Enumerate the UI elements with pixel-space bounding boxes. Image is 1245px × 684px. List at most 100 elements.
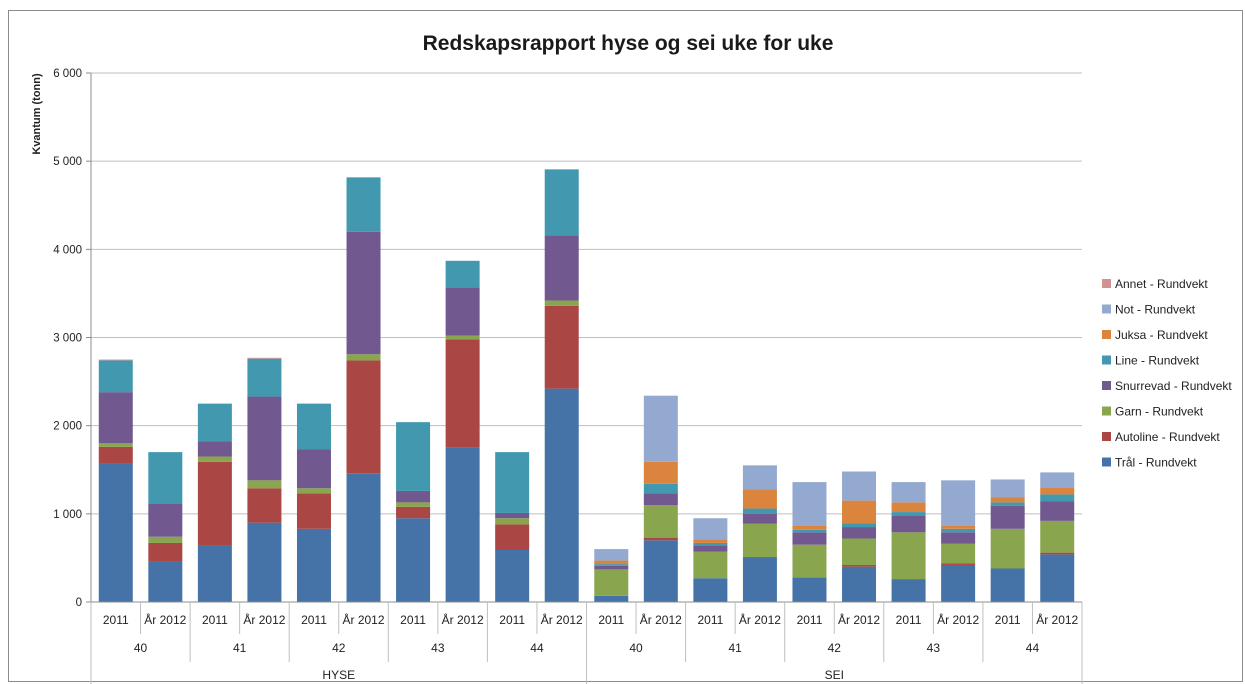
bar-segment	[990, 568, 1025, 602]
bar-segment	[842, 471, 877, 501]
bar-segment	[445, 339, 480, 448]
bar-segment	[941, 532, 976, 544]
bar-segment	[792, 529, 827, 533]
bar-segment	[98, 463, 133, 602]
bar-segment	[842, 564, 877, 567]
x-category-label: År 2012	[541, 612, 583, 627]
bar-segment	[346, 354, 381, 361]
bar-segment	[396, 506, 431, 519]
bar-segment	[346, 231, 381, 355]
x-category-label: 2011	[896, 613, 922, 627]
legend-label: Line - Rundvekt	[1115, 354, 1200, 368]
bar-segment	[693, 542, 728, 546]
x-week-label: 42	[828, 641, 842, 655]
bar-segment	[594, 564, 629, 566]
bar-segment	[148, 452, 183, 504]
legend-label: Not - Rundvekt	[1115, 303, 1196, 317]
bar-segment	[495, 549, 530, 602]
gridlines	[91, 72, 1082, 515]
bar-segment	[296, 403, 331, 450]
y-tick-label: 0	[76, 597, 82, 609]
bar-segment	[544, 388, 579, 602]
bar-segment	[346, 360, 381, 474]
bar-segment	[990, 479, 1025, 498]
bar-segment	[693, 578, 728, 602]
x-category-label: År 2012	[343, 612, 385, 627]
bar-segment	[296, 493, 331, 529]
bar-segment	[495, 518, 530, 525]
y-tick-label: 6 000	[53, 68, 82, 80]
x-category-label: 2011	[598, 613, 624, 627]
x-category-label: År 2012	[838, 612, 880, 627]
bar-segment	[990, 528, 1025, 569]
bar-segment	[346, 177, 381, 178]
x-week-label: 40	[629, 641, 643, 655]
bar-segment	[792, 544, 827, 578]
bar-segment	[742, 489, 777, 509]
bar-segment	[643, 395, 678, 462]
bar-segment	[247, 396, 282, 481]
x-category-label: År 2012	[1036, 612, 1078, 627]
bar-segment	[842, 500, 877, 524]
bar-segment	[643, 537, 678, 541]
bar-segment	[445, 447, 480, 602]
bar-segment	[247, 358, 282, 397]
bar-segment	[396, 490, 431, 503]
bar-segment	[98, 360, 133, 393]
bar-segment	[445, 335, 480, 340]
bar-segment	[941, 525, 976, 529]
bar-segment	[247, 522, 282, 602]
x-week-label: 44	[530, 641, 544, 655]
legend-swatch	[1102, 457, 1111, 467]
bar-segment	[643, 505, 678, 538]
x-category-label: År 2012	[739, 612, 781, 627]
bar-segment	[594, 549, 629, 561]
legend-label: Trål - Rundvekt	[1115, 456, 1197, 470]
bar-segment	[941, 564, 976, 602]
bar-segment	[1040, 554, 1075, 602]
legend-swatch	[1102, 279, 1111, 288]
bar-segment	[792, 532, 827, 545]
bar-segment	[742, 465, 777, 490]
bar-segment	[1040, 487, 1075, 495]
bar-segment	[544, 300, 579, 306]
x-week-label: 43	[927, 641, 941, 655]
bar-segment	[594, 595, 629, 602]
x-category-label: 2011	[202, 613, 228, 627]
bar-segment	[197, 545, 232, 602]
bar-segment	[941, 543, 976, 564]
legend-label: Garn - Rundvekt	[1115, 405, 1204, 419]
y-axis: 0 1 000 2 000 3 000 4 000 5 000 6 000	[53, 68, 92, 609]
bar-segment	[891, 502, 926, 513]
bar-segment	[247, 357, 282, 359]
x-category-label: 2011	[797, 613, 823, 627]
bar-segment	[693, 545, 728, 552]
x-category-label: 2011	[103, 613, 129, 627]
bar-segment	[594, 565, 629, 570]
bar-segment	[891, 515, 926, 533]
legend-swatch	[1102, 406, 1111, 416]
bar-segment	[643, 483, 678, 494]
bar-segment	[643, 493, 678, 506]
legend-label: Annet - Rundvekt	[1115, 277, 1208, 291]
bar-segment	[197, 441, 232, 457]
bar-segment	[594, 560, 629, 565]
legend-swatch	[1102, 355, 1111, 365]
bar-segment	[990, 502, 1025, 506]
x-category-label: 2011	[400, 613, 426, 627]
legend-swatch	[1102, 432, 1111, 441]
legend-swatch	[1102, 330, 1111, 339]
x-category-label: År 2012	[937, 612, 979, 627]
x-category-label: 2011	[995, 613, 1021, 627]
bar-segment	[296, 449, 331, 489]
bar-segment	[495, 452, 530, 513]
bar-segment	[842, 527, 877, 539]
bar-segment	[990, 497, 1025, 503]
bar-segment	[148, 503, 183, 537]
bar-segment	[98, 446, 133, 464]
bar-segment	[544, 169, 579, 170]
x-week-label: 43	[431, 641, 445, 655]
x-category-label: År 2012	[243, 612, 285, 627]
x-week-label: 44	[1026, 641, 1040, 655]
